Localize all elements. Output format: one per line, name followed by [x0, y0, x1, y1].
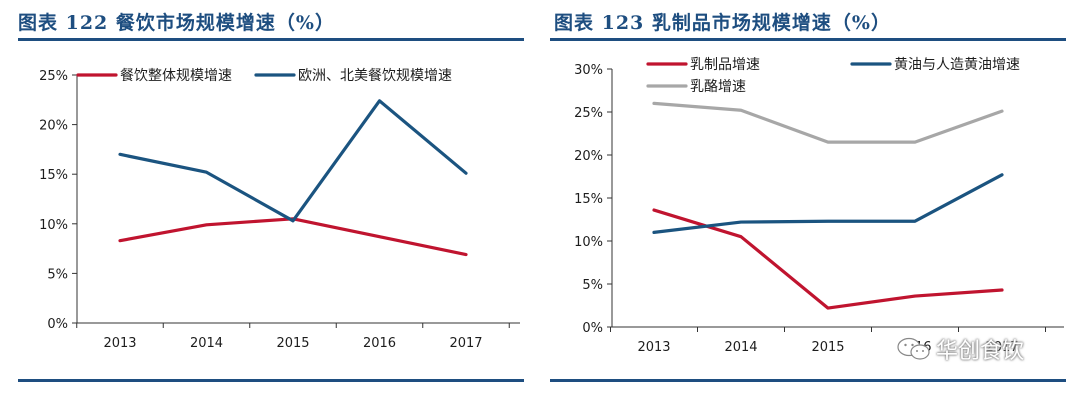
- figure-122: 图表 122 餐饮市场规模增速（%） 0% 5% 10% 15% 20% 25% 2013 2…: [18, 12, 524, 382]
- legend-label: 黄油与人造黄油增速: [894, 56, 1020, 73]
- series-line-乳酪增速: [652, 101, 1004, 144]
- series-line-餐饮整体规模增速: [118, 217, 468, 257]
- series-line-乳制品增速: [652, 208, 1004, 310]
- y-tick-label: 20%: [39, 119, 68, 134]
- y-tick-label: 10%: [574, 235, 603, 250]
- figure-title: 图表 122 餐饮市场规模增速（%）: [18, 12, 335, 34]
- x-tick-label: 2017: [985, 340, 1018, 355]
- x-tick-label: 2013: [103, 336, 136, 351]
- y-tick-label: 20%: [574, 149, 603, 164]
- series-line-黄油与人造黄油增速: [652, 173, 1004, 234]
- x-tick-label: 2015: [811, 340, 844, 355]
- y-tick-label: 10%: [39, 218, 68, 233]
- y-tick-label: 0%: [582, 321, 603, 336]
- legend-label: 餐饮整体规模增速: [120, 68, 232, 84]
- title-rule: [550, 38, 1066, 41]
- x-tick-label: 2014: [724, 340, 757, 355]
- figure-123: 图表 123 乳制品市场规模增速（%） 0% 5% 10% 15% 20% 25% 30% 2…: [540, 0, 1080, 401]
- figure-title: 图表 123 乳制品市场规模增速（%）: [554, 12, 891, 34]
- wechat-icon: [897, 337, 930, 360]
- x-tick-label: 2016: [363, 336, 396, 351]
- legend-label: 乳制品增速: [690, 57, 760, 73]
- watermark-text: 华创食饮: [936, 339, 1025, 364]
- bottom-rule: [550, 379, 1066, 382]
- x-tick-label: 2014: [190, 336, 223, 351]
- y-tick-label: 5%: [47, 267, 68, 282]
- legend-label: 乳酪增速: [690, 79, 746, 95]
- x-tick-label: 2017: [449, 336, 482, 351]
- series-line-欧洲、北美餐饮规模增速: [118, 99, 468, 223]
- y-tick-label: 25%: [574, 106, 603, 121]
- restaurant-growth-chart: 0% 5% 10% 15% 20% 25% 2013 2014 2015 2016 2017 餐饮整体…: [39, 68, 520, 351]
- y-tick-label: 30%: [574, 63, 603, 78]
- bottom-rule: [18, 379, 524, 382]
- y-tick-label: 15%: [39, 168, 68, 183]
- y-tick-label: 15%: [574, 192, 603, 207]
- y-tick-label: 5%: [582, 278, 603, 293]
- y-tick-label: 25%: [39, 69, 68, 84]
- x-tick-label: 2013: [637, 340, 670, 355]
- x-tick-label: 2015: [276, 336, 309, 351]
- watermark: 华创食饮: [896, 333, 1024, 365]
- legend-label: 欧洲、北美餐饮规模增速: [298, 68, 452, 84]
- title-rule: [18, 38, 524, 41]
- y-tick-label: 0%: [47, 317, 68, 332]
- dairy-growth-chart: 0%5%10%15%20%25%30%20132014201520162017乳…: [574, 56, 1064, 355]
